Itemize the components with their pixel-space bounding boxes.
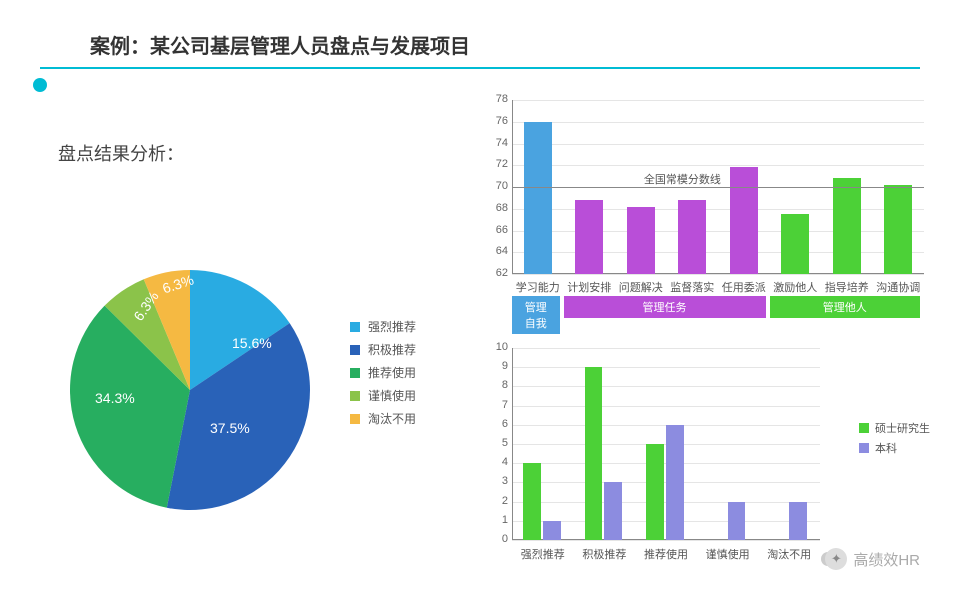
bar xyxy=(646,444,664,540)
group-tag: 管理任务 xyxy=(564,296,766,318)
y-tick: 8 xyxy=(484,379,508,391)
x-label: 推荐使用 xyxy=(644,546,688,562)
y-tick: 2 xyxy=(484,495,508,507)
y-tick: 9 xyxy=(484,360,508,372)
legend-item: 硕士研究生 xyxy=(859,420,930,436)
legend-label: 谨慎使用 xyxy=(368,387,416,404)
education-legend: 硕士研究生本科 xyxy=(859,420,930,460)
legend-item: 淘汰不用 xyxy=(350,410,416,427)
legend-label: 硕士研究生 xyxy=(875,420,930,436)
y-tick: 76 xyxy=(484,115,508,127)
y-tick: 62 xyxy=(484,267,508,279)
bar xyxy=(543,521,561,540)
y-tick: 74 xyxy=(484,137,508,149)
x-label: 任用委派 xyxy=(722,279,766,295)
legend-item: 本科 xyxy=(859,440,930,456)
page-title: 案例：某公司基层管理人员盘点与发展项目 xyxy=(40,0,920,69)
bar xyxy=(524,122,552,274)
bar xyxy=(728,502,746,540)
y-tick: 70 xyxy=(484,180,508,192)
x-label: 指导培养 xyxy=(825,279,869,295)
legend-label: 推荐使用 xyxy=(368,364,416,381)
legend-label: 强烈推荐 xyxy=(368,318,416,335)
pie-slice-label: 34.3% xyxy=(95,390,135,406)
norm-label: 全国常模分数线 xyxy=(644,171,721,187)
legend-item: 积极推荐 xyxy=(350,341,416,358)
legend-swatch xyxy=(350,414,360,424)
y-tick: 66 xyxy=(484,224,508,236)
y-tick: 1 xyxy=(484,514,508,526)
x-label: 问题解决 xyxy=(619,279,663,295)
education-bar-chart: 硕士研究生本科 0 1 2 3 4 5 6 7 8 9 10 强烈推荐 积极推荐 推荐使用 谨慎使用 淘汰不用 xyxy=(480,340,930,580)
competency-bar-chart: 62 64 66 68 70 72 74 76 78 学习能力计划安排问题解决监督落实任用委派激励… xyxy=(480,92,930,322)
legend-swatch xyxy=(859,443,869,453)
legend-item: 推荐使用 xyxy=(350,364,416,381)
bar xyxy=(627,207,655,274)
pie-legend: 强烈推荐积极推荐推荐使用谨慎使用淘汰不用 xyxy=(350,318,416,433)
title-bullet xyxy=(33,78,47,92)
bar xyxy=(730,167,758,274)
bar xyxy=(523,463,541,540)
y-tick: 10 xyxy=(484,341,508,353)
legend-item: 谨慎使用 xyxy=(350,387,416,404)
bar xyxy=(678,200,706,274)
subtitle: 盘点结果分析： xyxy=(58,140,184,166)
y-tick: 7 xyxy=(484,399,508,411)
pie-chart: 15.6%37.5%34.3%6.3%6.3% xyxy=(50,250,330,530)
y-tick: 4 xyxy=(484,456,508,468)
y-tick: 3 xyxy=(484,475,508,487)
watermark: ✦ 高绩效HR xyxy=(825,548,920,570)
bar xyxy=(789,502,807,540)
group-tag: 管理他人 xyxy=(770,296,921,318)
x-label: 谨慎使用 xyxy=(706,546,750,562)
x-label: 监督落实 xyxy=(670,279,714,295)
legend-swatch xyxy=(350,368,360,378)
x-label: 淘汰不用 xyxy=(767,546,811,562)
x-label: 计划安排 xyxy=(567,279,611,295)
watermark-text: 高绩效HR xyxy=(853,549,920,570)
legend-label: 淘汰不用 xyxy=(368,410,416,427)
bar xyxy=(781,214,809,274)
x-label: 激励他人 xyxy=(773,279,817,295)
x-label: 学习能力 xyxy=(516,279,560,295)
y-tick: 64 xyxy=(484,245,508,257)
y-tick: 68 xyxy=(484,202,508,214)
legend-item: 强烈推荐 xyxy=(350,318,416,335)
bar xyxy=(884,185,912,274)
legend-swatch xyxy=(859,423,869,433)
x-label: 积极推荐 xyxy=(582,546,626,562)
y-tick: 5 xyxy=(484,437,508,449)
bar xyxy=(575,200,603,274)
y-tick: 72 xyxy=(484,158,508,170)
legend-label: 本科 xyxy=(875,440,897,456)
y-tick: 0 xyxy=(484,533,508,545)
legend-label: 积极推荐 xyxy=(368,341,416,358)
pie-slice-label: 37.5% xyxy=(210,420,250,436)
bar xyxy=(833,178,861,274)
bar xyxy=(666,425,684,540)
legend-swatch xyxy=(350,345,360,355)
y-tick: 78 xyxy=(484,93,508,105)
x-label: 沟通协调 xyxy=(876,279,920,295)
x-label: 强烈推荐 xyxy=(521,546,565,562)
bar xyxy=(585,367,603,540)
group-tag: 管理自我 xyxy=(512,296,560,334)
pie-slice-label: 15.6% xyxy=(232,335,272,351)
y-tick: 6 xyxy=(484,418,508,430)
bar xyxy=(604,482,622,540)
legend-swatch xyxy=(350,391,360,401)
wechat-icon: ✦ xyxy=(825,548,847,570)
legend-swatch xyxy=(350,322,360,332)
